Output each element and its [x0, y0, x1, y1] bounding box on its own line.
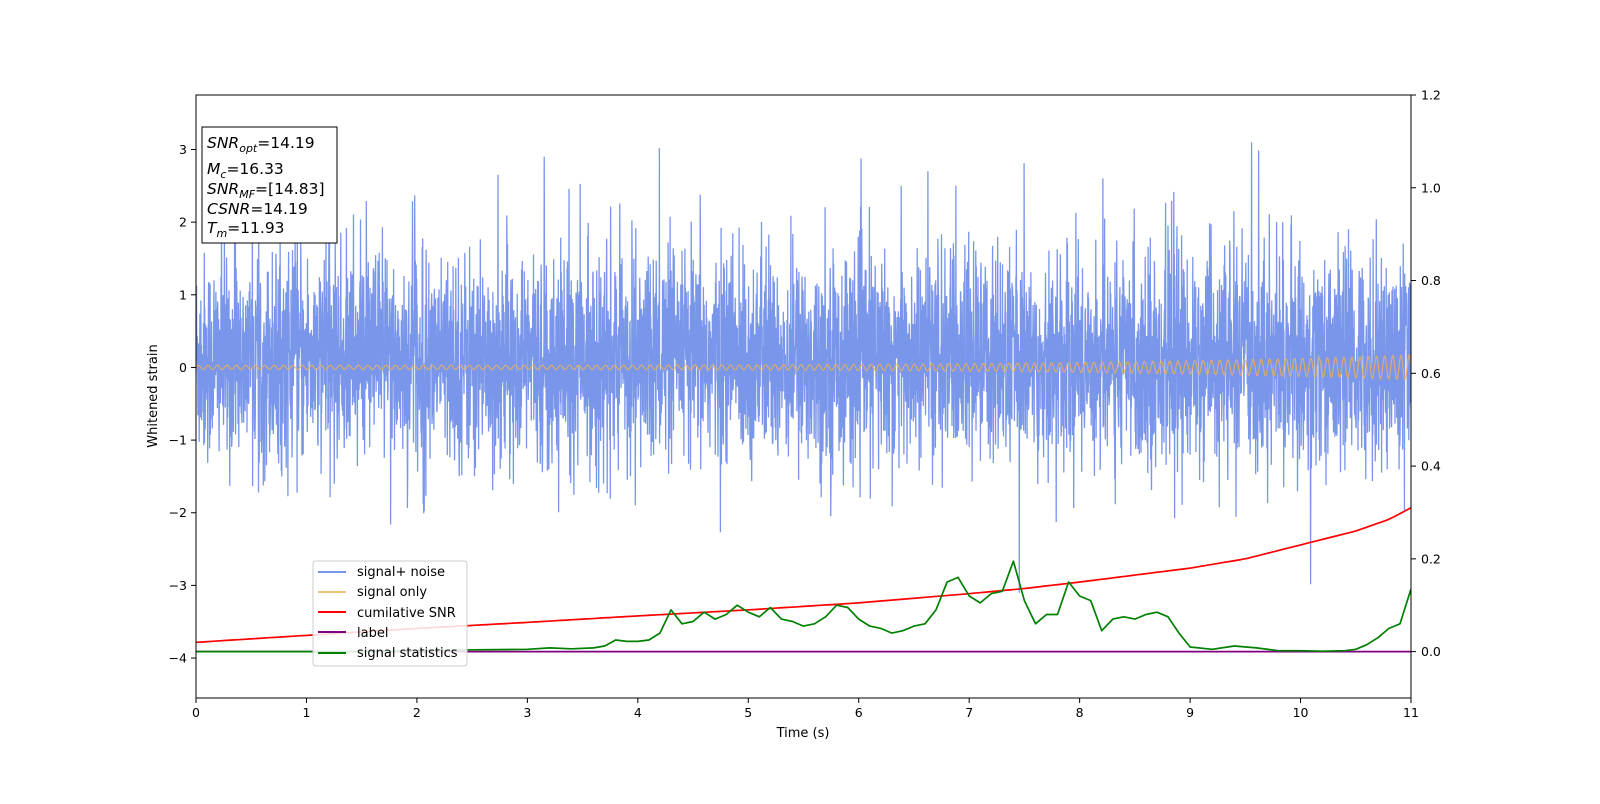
- x-tick-label: 9: [1186, 705, 1194, 720]
- info-csnr: CSNR=14.19: [207, 200, 308, 218]
- y-axis-ticks: 3 2 1 0 −1 −2 −3 −4: [169, 142, 196, 666]
- y2-tick-label: 1.0: [1421, 180, 1441, 195]
- y2-tick-label: 0.2: [1421, 551, 1441, 566]
- info-tm: Tm=11.93: [207, 219, 285, 240]
- legend-label-signal-statistics: signal statistics: [357, 646, 458, 661]
- y-tick-label: −4: [169, 651, 187, 666]
- y-tick-label: 0: [179, 360, 187, 375]
- legend-label-label: label: [357, 626, 388, 641]
- y2-tick-label: 1.2: [1421, 88, 1441, 103]
- signal-only-line: [196, 354, 1411, 381]
- y-axis-label: Whitened strain: [146, 344, 161, 447]
- signal-noise-line: [196, 142, 1411, 593]
- legend-label-signal-noise: signal+ noise: [357, 565, 445, 580]
- y2-axis-ticks: 1.2 1.0 0.8 0.6 0.4 0.2 0.0: [1411, 88, 1441, 659]
- y2-tick-label: 0.0: [1421, 644, 1441, 659]
- info-box: SNRopt=14.19 Mc=16.33 SNRMF=[14.83] CSNR…: [201, 126, 338, 244]
- y-tick-label: 2: [179, 215, 187, 230]
- legend-label-signal-only: signal only: [357, 585, 427, 600]
- x-tick-label: 0: [192, 705, 200, 720]
- x-tick-label: 1: [302, 705, 310, 720]
- x-tick-label: 2: [413, 705, 421, 720]
- x-tick-label: 11: [1403, 705, 1419, 720]
- series-signal-noise: [196, 142, 1411, 593]
- legend: signal+ noise signal only cumilative SNR…: [312, 560, 468, 667]
- y2-tick-label: 0.8: [1421, 273, 1441, 288]
- y2-tick-label: 0.4: [1421, 459, 1441, 474]
- y2-tick-label: 0.6: [1421, 366, 1441, 381]
- y-tick-label: −2: [169, 505, 187, 520]
- x-tick-label: 7: [965, 705, 973, 720]
- legend-label-cumulative-snr: cumilative SNR: [357, 606, 456, 621]
- y-tick-label: −1: [169, 433, 187, 448]
- x-tick-label: 6: [855, 705, 863, 720]
- info-snr-opt: SNRopt=14.19: [207, 134, 315, 155]
- x-tick-label: 4: [634, 705, 642, 720]
- series-signal-only: [196, 354, 1411, 381]
- x-tick-label: 10: [1293, 705, 1309, 720]
- y-tick-label: 1: [179, 287, 187, 302]
- y-tick-label: 3: [179, 142, 187, 157]
- y-tick-label: −3: [169, 578, 187, 593]
- x-tick-label: 3: [523, 705, 531, 720]
- x-axis-label: Time (s): [776, 726, 830, 741]
- x-axis-ticks: 0 1 2 3 4 5 6 7 8 9 10 11: [192, 698, 1419, 720]
- info-snr-mf: SNRMF=[14.83]: [207, 180, 325, 201]
- signal-statistics-line: [196, 560, 1411, 653]
- x-tick-label: 5: [744, 705, 752, 720]
- info-mc: Mc=16.33: [207, 160, 284, 181]
- plot-frame: [195, 94, 1412, 699]
- x-tick-label: 8: [1076, 705, 1084, 720]
